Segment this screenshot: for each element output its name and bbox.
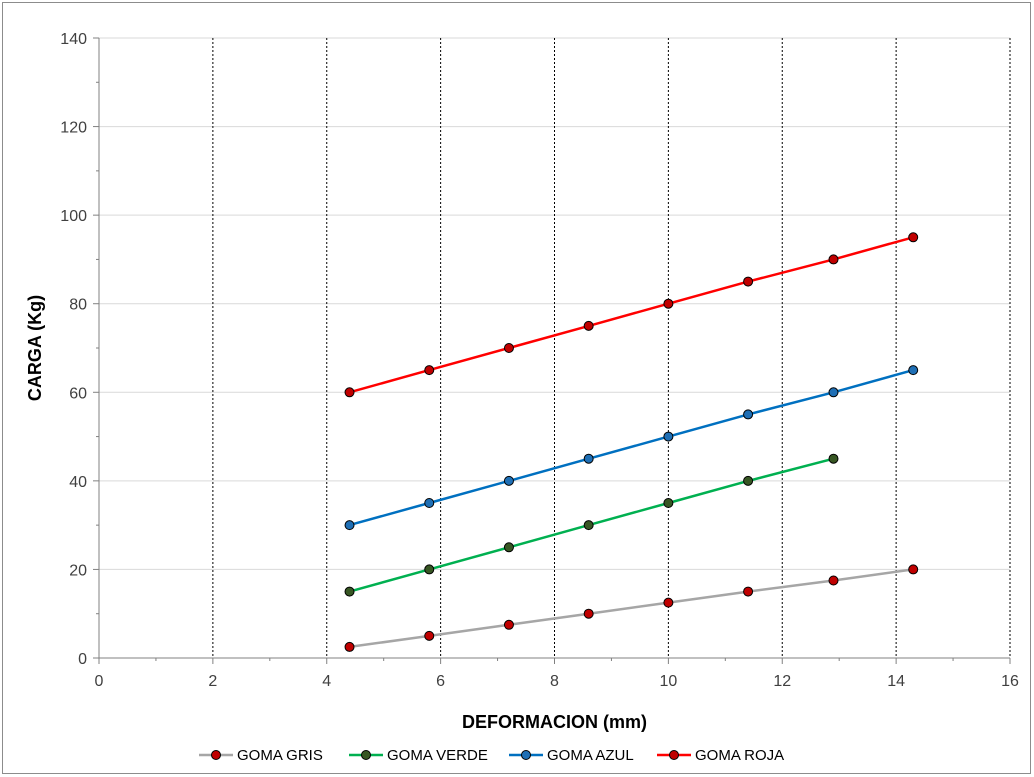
data-point (344, 387, 355, 398)
data-point (503, 343, 514, 353)
x-tick-label: 2 (208, 673, 217, 690)
legend-swatch-marker (361, 750, 371, 760)
data-point (743, 409, 754, 420)
axis-layer: 0 20 40 60 80 100 120 140 0 2 4 6 8 10 12 14 16 (60, 31, 1019, 690)
x-tick-label: 12 (773, 673, 791, 690)
data-point (583, 320, 594, 331)
legend-swatch-marker (669, 750, 679, 760)
data-point (344, 586, 355, 597)
x-tick-label: 0 (95, 673, 104, 690)
data-point (663, 498, 674, 508)
x-tick-label: 4 (322, 673, 331, 690)
data-point (828, 387, 839, 398)
series-goma-roja (344, 232, 919, 398)
y-tick-label: 80 (69, 297, 87, 314)
legend-item: GOMA VERDE (349, 747, 488, 764)
data-point (583, 608, 594, 619)
legend: GOMA GRIS GOMA VERDE GOMA AZUL GOMA ROJA (199, 747, 784, 764)
data-point (503, 475, 514, 486)
data-point (424, 564, 435, 575)
data-point (344, 641, 355, 652)
grid-layer (99, 37, 1011, 658)
data-point (583, 520, 594, 531)
x-axis-title: DEFORMACION (mm) (462, 712, 647, 732)
data-point (828, 453, 839, 464)
series-line (349, 236, 914, 394)
data-point (663, 431, 674, 442)
series-goma-verde (344, 453, 839, 597)
series-line (349, 568, 914, 649)
x-tick-label: 16 (1001, 673, 1019, 690)
series-line (349, 368, 914, 527)
y-tick-label: 120 (60, 120, 87, 137)
data-point (743, 586, 754, 597)
legend-swatch-marker (211, 750, 221, 760)
data-point (424, 630, 435, 641)
data-point (503, 619, 514, 630)
legend-swatch-marker (521, 750, 531, 760)
y-tick-label: 140 (60, 31, 87, 48)
data-point (908, 365, 919, 376)
data-point (828, 575, 839, 586)
data-point (663, 597, 674, 608)
legend-item: GOMA GRIS (199, 747, 323, 764)
data-point (583, 453, 594, 464)
y-tick-label: 40 (69, 474, 87, 491)
data-point (503, 542, 514, 553)
legend-label: GOMA GRIS (237, 747, 323, 764)
legend-label: GOMA ROJA (695, 747, 784, 764)
series-goma-gris (344, 564, 919, 652)
series-goma-azul (344, 365, 919, 531)
y-tick-label: 20 (69, 562, 87, 579)
data-point (828, 254, 839, 265)
data-point (344, 520, 355, 531)
chart-canvas: 0 20 40 60 80 100 120 140 0 2 4 6 8 10 12 14 16 DEFORMAC… (25, 31, 1019, 764)
x-tick-label: 14 (887, 673, 905, 690)
data-point (743, 475, 754, 486)
y-tick-label: 100 (60, 208, 87, 225)
x-tick-label: 6 (436, 673, 445, 690)
data-point (424, 365, 435, 376)
legend-item: GOMA ROJA (657, 747, 784, 764)
data-point (663, 298, 674, 309)
data-point (424, 498, 435, 508)
data-point (908, 232, 919, 243)
legend-item: GOMA AZUL (509, 747, 634, 764)
legend-label: GOMA AZUL (547, 747, 634, 764)
x-tick-label: 10 (659, 673, 677, 690)
y-tick-label: 0 (78, 651, 87, 668)
y-tick-label: 60 (69, 385, 87, 402)
data-point (908, 564, 919, 575)
data-point (743, 276, 754, 287)
y-axis-title: CARGA (Kg) (25, 295, 45, 401)
series-layer (344, 232, 919, 652)
x-tick-label: 8 (550, 673, 559, 690)
legend-label: GOMA VERDE (387, 747, 488, 764)
